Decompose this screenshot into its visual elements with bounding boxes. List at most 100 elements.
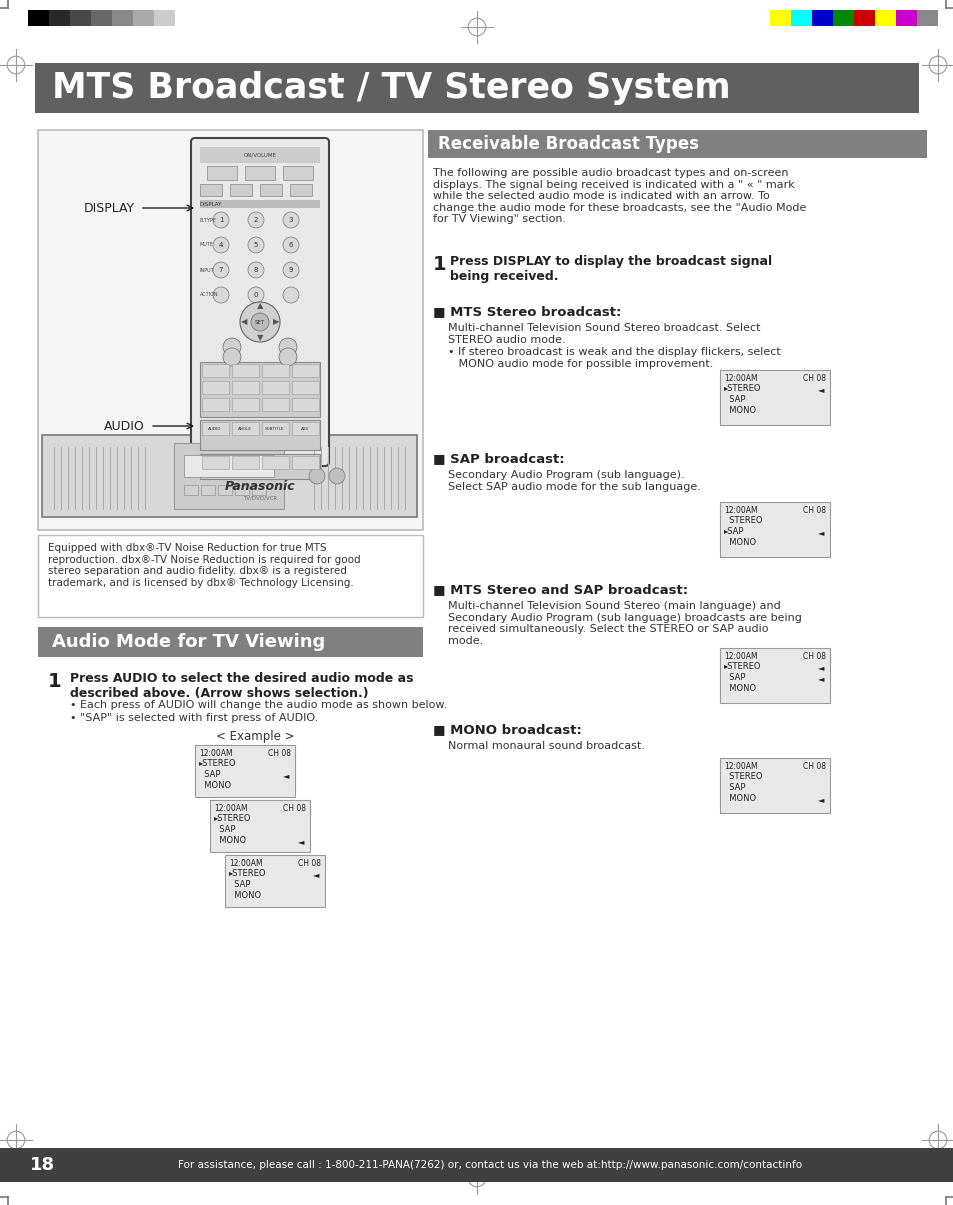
Text: 6: 6 [289,242,293,248]
Circle shape [283,212,298,228]
Bar [184,484,198,495]
Bar [292,381,318,394]
Circle shape [283,237,298,253]
Bar [200,454,319,480]
Bar [207,166,236,180]
Text: MUTE: MUTE [200,242,213,247]
Bar [230,184,252,196]
Circle shape [251,313,269,331]
Circle shape [329,468,345,484]
Circle shape [223,348,241,366]
Text: TV/DVD/VCR: TV/DVD/VCR [243,495,276,500]
Text: 3: 3 [289,217,293,223]
Text: MONO: MONO [213,836,246,845]
Bar [35,63,918,113]
Text: STEREO: STEREO [723,516,761,525]
Bar [28,10,49,27]
Bar [232,364,258,377]
Text: ▸STEREO: ▸STEREO [723,384,760,393]
Text: ◄: ◄ [313,870,318,878]
Bar [292,398,318,411]
Text: CH 08: CH 08 [297,859,320,868]
Bar [262,364,289,377]
Bar [245,166,274,180]
Bar [200,362,319,417]
Bar [720,648,829,703]
Text: DISPLAY: DISPLAY [84,201,135,214]
Text: ▸SAP: ▸SAP [723,527,743,536]
Text: 4: 4 [218,242,223,248]
Bar [283,166,313,180]
Text: 12:00AM: 12:00AM [199,750,233,758]
Text: ▼: ▼ [256,334,263,342]
Text: ACTION: ACTION [200,293,218,298]
Bar [0,1148,953,1182]
Bar [853,10,874,27]
Bar [38,627,422,657]
Text: Audio Mode for TV Viewing: Audio Mode for TV Viewing [52,633,325,651]
Text: Panasonic: Panasonic [225,480,295,493]
Bar [38,130,422,530]
Circle shape [309,468,325,484]
Bar [184,455,274,477]
Text: MONO: MONO [723,684,756,693]
Text: ■ MTS Stereo broadcast:: ■ MTS Stereo broadcast: [433,305,620,318]
Text: ◄: ◄ [817,386,823,394]
Bar [49,10,70,27]
Bar [262,422,289,435]
Bar [200,200,319,208]
Text: Secondary Audio Program (sub language).
Select SAP audio mode for the sub langua: Secondary Audio Program (sub language). … [448,470,700,492]
Text: 1: 1 [48,672,62,690]
Bar [173,443,284,509]
Text: SAP: SAP [213,825,235,834]
Text: ◄: ◄ [817,795,823,804]
Bar [811,10,832,27]
Bar [720,758,829,813]
Text: CH 08: CH 08 [802,506,825,515]
Text: SUBTITLE: SUBTITLE [265,427,284,431]
Text: ◄: ◄ [297,837,304,846]
Text: < Example >: < Example > [215,730,294,743]
Text: SAP: SAP [199,770,220,778]
Circle shape [283,261,298,278]
Text: ▸STEREO: ▸STEREO [229,869,266,878]
Text: 5: 5 [253,242,258,248]
Text: AUDIO: AUDIO [104,419,145,433]
Bar [252,484,266,495]
Text: ▸STEREO: ▸STEREO [213,815,252,823]
Bar [874,10,895,27]
Circle shape [248,287,264,302]
Bar [70,10,91,27]
Circle shape [213,212,229,228]
Text: For assistance, please call : 1-800-211-PANA(7262) or, contact us via the web at: For assistance, please call : 1-800-211-… [178,1160,801,1170]
Bar [234,484,249,495]
Text: ■ SAP broadcast:: ■ SAP broadcast: [433,452,564,465]
Circle shape [283,287,298,302]
Text: Press AUDIO to select the desired audio mode as
described above. (Arrow shows se: Press AUDIO to select the desired audio … [70,672,413,700]
Text: ASS: ASS [300,427,309,431]
Text: The following are possible audio broadcast types and on-screen
displays. The sig: The following are possible audio broadca… [433,167,805,224]
FancyBboxPatch shape [191,139,329,466]
Text: • Each press of AUDIO will change the audio mode as shown below.: • Each press of AUDIO will change the au… [70,700,447,710]
Circle shape [213,261,229,278]
Text: 7: 7 [218,268,223,274]
Text: 12:00AM: 12:00AM [723,652,757,662]
Text: Normal monaural sound broadcast.: Normal monaural sound broadcast. [448,741,644,751]
Text: 2: 2 [253,217,258,223]
Bar [174,10,195,27]
Bar [232,422,258,435]
Bar [769,10,790,27]
Text: ■ MTS Stereo and SAP broadcast:: ■ MTS Stereo and SAP broadcast: [433,583,687,596]
Circle shape [278,337,296,355]
Bar [202,398,229,411]
Circle shape [278,348,296,366]
Text: STEREO: STEREO [723,772,761,781]
Circle shape [248,212,264,228]
Bar [260,184,282,196]
Circle shape [213,287,229,302]
Text: ON/VOLUME: ON/VOLUME [243,153,276,158]
Bar [292,422,318,435]
Bar [292,455,318,469]
Text: ◄: ◄ [817,663,823,672]
Text: 8: 8 [253,268,258,274]
